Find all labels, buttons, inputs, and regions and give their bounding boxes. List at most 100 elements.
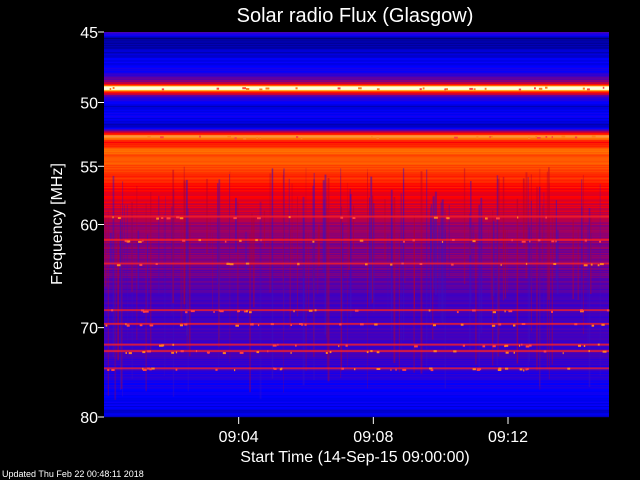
frequency-band: [104, 317, 609, 319]
frequency-band: [104, 173, 609, 175]
time-streak: [302, 196, 305, 386]
signal-dot: [300, 137, 303, 140]
signal-dot: [243, 310, 248, 313]
signal-dot: [297, 262, 300, 265]
frequency-band: [104, 185, 609, 187]
signal-dot: [144, 310, 149, 313]
frequency-band: [104, 334, 609, 336]
time-streak: [430, 213, 432, 319]
signal-dot: [551, 240, 555, 243]
time-streak: [326, 197, 327, 339]
frequency-band: [104, 157, 609, 159]
time-streak: [259, 201, 262, 399]
frequency-band: [104, 62, 609, 64]
frequency-band: [104, 43, 609, 45]
frequency-band: [104, 192, 609, 194]
frequency-band: [104, 236, 609, 238]
frequency-band: [104, 148, 609, 150]
time-streak: [496, 175, 499, 366]
frequency-band: [104, 235, 609, 237]
time-streak: [420, 171, 423, 374]
signal-dot: [265, 87, 270, 90]
signal-dot: [341, 367, 344, 370]
frequency-band: [104, 296, 609, 298]
frequency-band: [104, 83, 609, 85]
y-tick-label: 80: [80, 410, 98, 427]
time-streak: [318, 225, 320, 266]
time-streak: [124, 205, 125, 285]
signal-dot: [234, 137, 237, 140]
frequency-band: [104, 160, 609, 162]
frequency-band: [104, 178, 609, 180]
frequency-band: [104, 410, 609, 412]
time-streak: [347, 182, 348, 369]
signal-dot: [567, 367, 571, 370]
frequency-band: [104, 231, 609, 233]
frequency-band: [104, 223, 609, 225]
frequency-band: [104, 171, 609, 173]
frequency-band: [104, 207, 609, 209]
signal-dot: [597, 264, 600, 267]
spectrogram-plot: [104, 32, 610, 418]
frequency-band: [104, 304, 609, 306]
frequency-band: [104, 336, 609, 338]
signal-dot: [365, 263, 368, 266]
time-streak: [502, 176, 505, 250]
time-streak: [480, 197, 483, 334]
frequency-band: [104, 134, 609, 136]
signal-dot: [412, 239, 415, 242]
frequency-band: [104, 379, 609, 381]
frequency-band: [104, 313, 609, 315]
frequency-band: [104, 402, 609, 404]
signal-dot: [482, 345, 486, 348]
signal-dot: [523, 369, 525, 372]
frequency-band: [104, 159, 609, 161]
frequency-band: [104, 105, 609, 107]
signal-dot: [429, 367, 433, 370]
signal-dot: [428, 309, 431, 312]
signal-dot: [543, 350, 547, 353]
signal-dot: [528, 344, 532, 347]
signal-dot: [606, 309, 610, 312]
frequency-band: [104, 329, 609, 331]
signal-dot: [414, 345, 418, 348]
emission-line: [104, 86, 609, 90]
frequency-band: [104, 206, 609, 208]
frequency-band: [104, 186, 609, 188]
frequency-band: [104, 220, 609, 222]
frequency-band: [104, 42, 609, 44]
frequency-band: [104, 183, 609, 185]
frequency-band: [104, 50, 609, 52]
time-streak: [469, 227, 471, 255]
frequency-band: [104, 356, 609, 358]
frequency-band: [104, 335, 609, 337]
signal-dot: [142, 310, 146, 313]
signal-dot: [366, 351, 369, 354]
frequency-band: [104, 154, 609, 156]
signal-dot: [109, 88, 112, 90]
frequency-band: [104, 158, 609, 160]
signal-dot: [525, 262, 528, 265]
signal-dot: [213, 311, 215, 313]
signal-dot: [477, 368, 482, 371]
y-axis-label: Frequency [MHz]: [49, 163, 66, 285]
frequency-band: [104, 374, 609, 376]
signal-dot: [521, 240, 526, 243]
signal-dot: [128, 352, 132, 355]
frequency-band: [104, 342, 609, 344]
signal-dot: [239, 351, 244, 354]
signal-dot: [376, 368, 381, 370]
signal-dot: [597, 343, 600, 346]
time-streak: [438, 225, 440, 312]
time-streak: [581, 206, 583, 281]
time-streak: [283, 168, 285, 332]
signal-dot: [138, 240, 142, 243]
frequency-band: [104, 163, 609, 165]
signal-dot: [185, 311, 188, 314]
frequency-band: [104, 122, 609, 124]
time-streak: [497, 178, 500, 357]
time-streak: [212, 232, 214, 309]
frequency-band: [104, 165, 609, 167]
time-streak: [119, 219, 122, 391]
signal-dot: [339, 323, 342, 326]
